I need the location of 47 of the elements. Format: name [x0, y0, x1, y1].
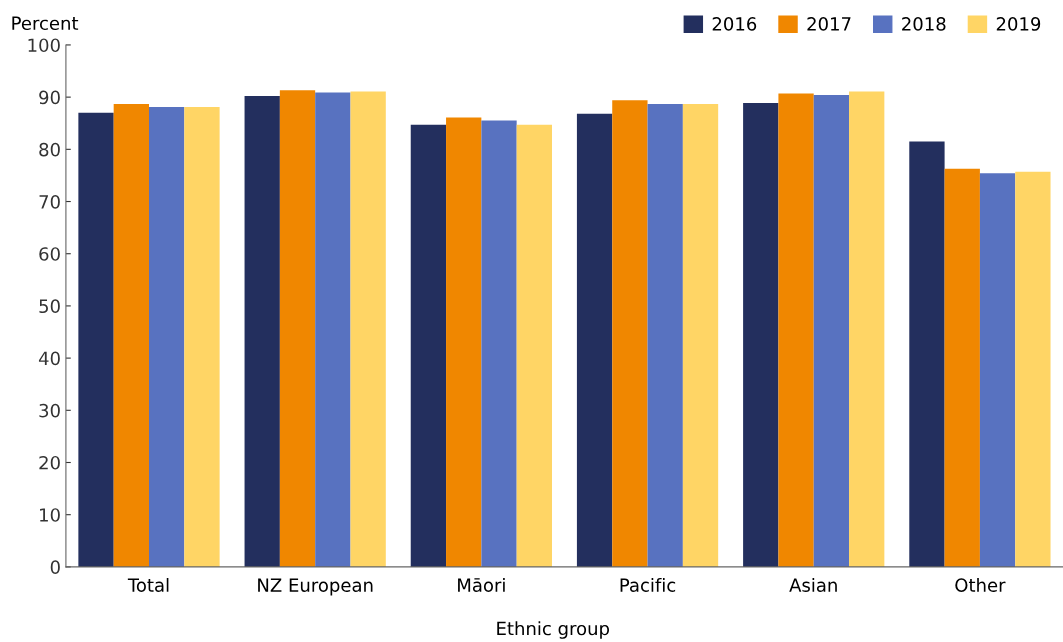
x-tick-label: Total: [127, 578, 169, 592]
bar: [481, 120, 517, 567]
bar: [446, 117, 482, 567]
legend-label: 2019: [996, 17, 1041, 31]
y-tick-label: 10: [40, 508, 60, 522]
y-tick-label: 100: [28, 38, 60, 53]
x-tick-label: Māori: [458, 578, 505, 592]
bar: [612, 100, 648, 567]
bar: [350, 91, 386, 567]
y-axis-title: Percent: [12, 16, 79, 31]
bar: [813, 95, 850, 567]
bar: [979, 173, 1016, 567]
y-tick-label: 30: [39, 403, 60, 418]
y-tick-label: 60: [39, 247, 60, 261]
y-tick-label: 40: [38, 351, 60, 366]
bar: [849, 91, 885, 567]
y-tick-label: 0: [50, 560, 60, 574]
x-tick-label: Asian: [789, 578, 837, 592]
legend-label: 2016: [712, 17, 757, 31]
bar: [315, 92, 351, 567]
x-axis-title: Ethnic group: [497, 621, 610, 639]
bar: [279, 90, 316, 567]
bar: [1015, 171, 1051, 567]
y-tick-label: 80: [39, 142, 60, 157]
bar: [184, 107, 220, 567]
x-tick-label: NZ European: [258, 578, 373, 596]
bar: [909, 141, 945, 567]
bar: [576, 113, 613, 567]
x-tick-label: Other: [955, 578, 1006, 592]
bar: [743, 102, 779, 567]
bar: [149, 107, 185, 567]
bar: [78, 112, 114, 567]
bar: [778, 93, 814, 567]
bar: [410, 124, 447, 567]
bar: [516, 124, 552, 567]
y-tick-label: 90: [39, 90, 60, 105]
y-tick-label: 70: [39, 194, 60, 209]
bar: [944, 168, 980, 567]
legend-label: 2018: [902, 17, 946, 31]
legend-label: 2017: [807, 17, 851, 31]
x-tick-label: Pacific: [620, 578, 676, 592]
y-tick-label: 20: [39, 455, 60, 470]
bar: [647, 103, 683, 567]
bar: [244, 96, 280, 567]
y-tick-label: 50: [39, 299, 60, 314]
bar: [682, 103, 719, 567]
bar: [113, 103, 149, 567]
